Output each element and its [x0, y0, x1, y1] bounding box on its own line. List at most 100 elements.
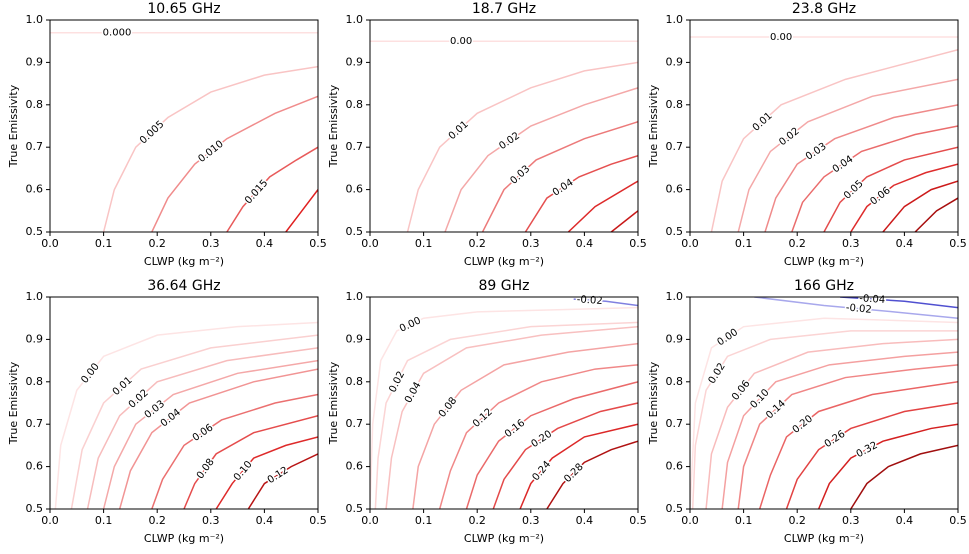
contour-label: 0.12 — [266, 465, 291, 486]
y-tick-label: 0.6 — [666, 183, 684, 196]
x-tick-label: 0.1 — [415, 237, 433, 250]
plot-frame — [369, 19, 639, 233]
contour-line — [524, 154, 638, 232]
contour-label: -0.04 — [859, 293, 886, 306]
y-tick-label: 0.9 — [346, 55, 364, 68]
x-tick-label: 0.3 — [522, 237, 540, 250]
x-axis-label: CLWP (kg m⁻²) — [784, 532, 864, 545]
chart-title: 23.8 GHz — [792, 1, 856, 17]
x-tick-label: 0.2 — [468, 514, 486, 527]
x-tick-label: 0.4 — [896, 237, 914, 250]
x-tick-label: 0.3 — [842, 514, 860, 527]
y-tick-label: 1.0 — [666, 290, 684, 303]
y-tick-label: 0.7 — [666, 140, 684, 153]
contour-line — [374, 321, 638, 509]
contour-label: 0.00 — [398, 315, 423, 334]
y-tick-label: 0.8 — [666, 375, 684, 388]
y-tick-label: 0.5 — [346, 502, 364, 515]
y-tick-label: 0.5 — [26, 225, 44, 238]
chart-title: 166 GHz — [794, 278, 854, 294]
chart-title: 89 GHz — [479, 278, 530, 294]
x-axis-label: CLWP (kg m⁻²) — [144, 532, 224, 545]
contour-line — [183, 414, 318, 509]
y-tick-label: 0.6 — [666, 460, 684, 473]
contour-line — [70, 334, 318, 509]
contour-line — [882, 180, 958, 232]
y-tick-label: 0.5 — [26, 502, 44, 515]
contour-line — [54, 321, 318, 509]
contour-label: 0.00 — [450, 36, 472, 47]
x-tick-label: 0.3 — [842, 237, 860, 250]
contour-label: 0.02 — [707, 361, 728, 386]
contour-label: 0.26 — [823, 429, 848, 450]
contours — [690, 297, 958, 509]
y-tick-label: 0.8 — [346, 375, 364, 388]
contour-line — [710, 48, 958, 232]
contour-line — [118, 368, 318, 509]
y-tick-label: 0.5 — [666, 502, 684, 515]
y-tick-label: 0.9 — [26, 332, 44, 345]
contour-line — [785, 402, 958, 509]
plot-frame — [689, 296, 959, 510]
plot-frame — [689, 19, 959, 233]
contour-label: 0.24 — [531, 459, 554, 483]
y-tick-label: 0.9 — [346, 332, 364, 345]
y-tick-label: 1.0 — [26, 13, 44, 26]
contour-label: 0.00 — [770, 32, 792, 43]
x-tick-label: 0.4 — [576, 514, 594, 527]
y-tick-label: 0.5 — [346, 225, 364, 238]
contour-label: 0.32 — [855, 440, 880, 460]
y-axis-label: True Emissivity — [647, 84, 660, 168]
chart-title: 36.64 GHz — [147, 278, 220, 294]
y-tick-label: 1.0 — [666, 13, 684, 26]
contour-line — [758, 381, 958, 509]
contour-line — [151, 393, 318, 509]
contour-line — [86, 347, 318, 509]
contour-label: 0.10 — [232, 459, 255, 483]
contours — [370, 40, 638, 232]
contour-line — [823, 146, 958, 232]
contour-line — [406, 61, 638, 232]
y-tick-label: 0.9 — [666, 55, 684, 68]
contour-line — [226, 146, 318, 232]
y-tick-label: 0.7 — [346, 417, 364, 430]
x-axis-label: CLWP (kg m⁻²) — [144, 255, 224, 268]
chart-title: 10.65 GHz — [147, 1, 220, 17]
contour-line — [791, 125, 958, 232]
contour-line — [481, 121, 638, 232]
contour-line — [691, 330, 958, 509]
contour-line — [492, 402, 638, 509]
x-tick-label: 0.5 — [309, 514, 327, 527]
y-axis-label: True Emissivity — [7, 84, 20, 168]
contour-line — [215, 436, 318, 509]
y-tick-label: 1.0 — [346, 13, 364, 26]
contour-line — [465, 381, 638, 509]
x-tick-label: 0.1 — [735, 514, 753, 527]
contour-label: 0.015 — [243, 178, 270, 207]
x-tick-label: 0.3 — [202, 237, 220, 250]
x-tick-label: 0.0 — [41, 237, 59, 250]
x-tick-label: 0.4 — [256, 237, 274, 250]
contour-label: 0.08 — [437, 395, 459, 419]
y-tick-label: 0.8 — [26, 375, 44, 388]
contour-line — [610, 210, 638, 232]
x-tick-label: 0.2 — [788, 514, 806, 527]
contour-line — [754, 297, 958, 319]
x-tick-label: 0.4 — [256, 514, 274, 527]
x-tick-label: 0.0 — [361, 237, 379, 250]
contour-label: 0.02 — [497, 130, 522, 152]
contour-line — [721, 351, 958, 509]
x-tick-label: 0.1 — [415, 514, 433, 527]
x-tick-label: 0.0 — [681, 237, 699, 250]
x-axis-label: CLWP (kg m⁻²) — [784, 255, 864, 268]
x-tick-label: 0.3 — [522, 514, 540, 527]
contour-line — [817, 423, 958, 509]
contour-line — [247, 453, 318, 509]
contour-label: 0.06 — [730, 378, 752, 402]
contour-label: 0.20 — [529, 429, 554, 450]
contour-line — [438, 364, 638, 509]
contour-line — [705, 338, 958, 509]
y-tick-label: 0.5 — [666, 225, 684, 238]
y-tick-label: 0.6 — [26, 460, 44, 473]
